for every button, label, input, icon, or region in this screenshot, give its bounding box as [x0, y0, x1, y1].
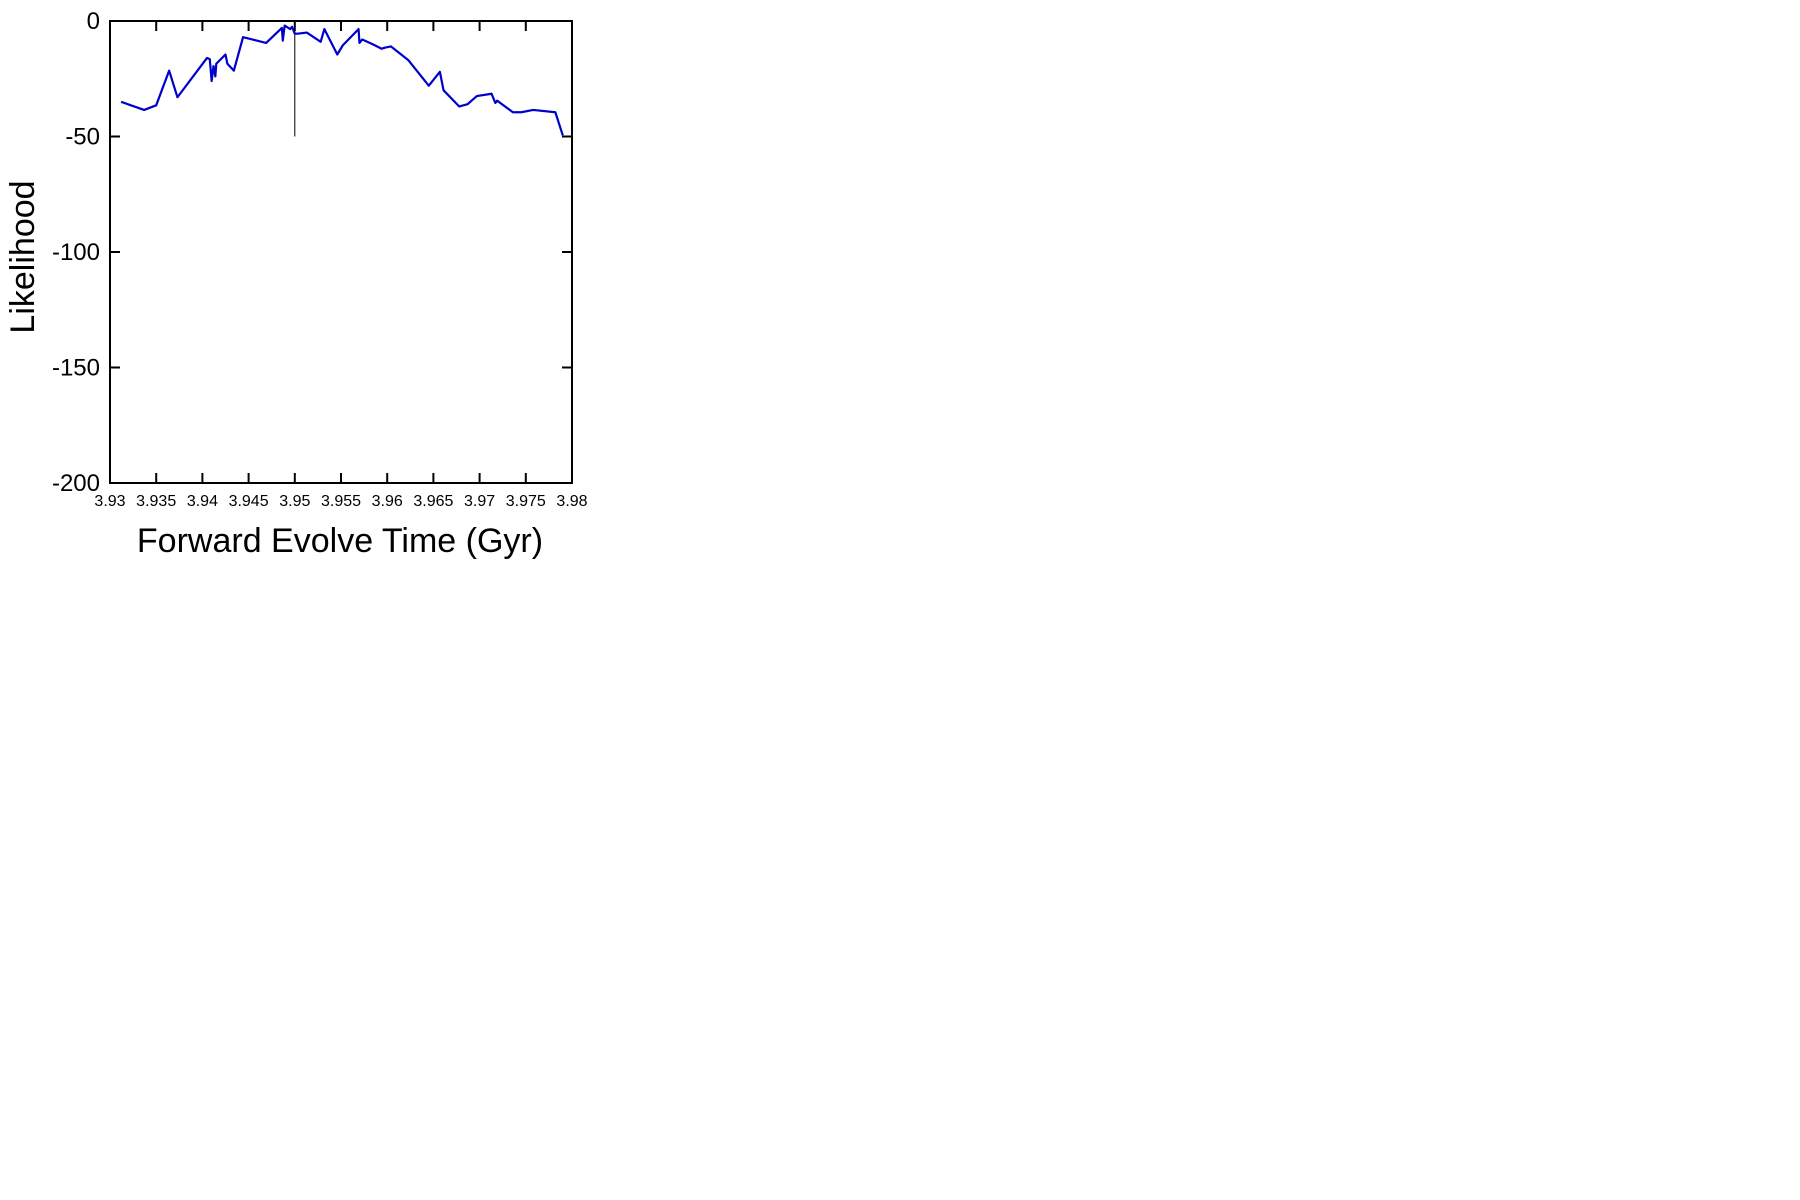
x-tick-label: 3.965: [413, 493, 453, 510]
y-tick-label: 0: [87, 8, 100, 35]
x-tick-label: 3.955: [321, 493, 361, 510]
x-tick-label: 3.94: [187, 493, 218, 510]
plot-frame: [109, 20, 573, 484]
x-tick-label: 3.96: [372, 493, 403, 510]
likelihood-series-line: [120, 24, 564, 136]
plot-area: [109, 20, 573, 484]
x-tick-label: 3.98: [556, 493, 587, 510]
y-tick-label: -150: [52, 355, 100, 382]
y-tick-label: -50: [65, 124, 100, 151]
y-axis-label: Likelihood: [4, 180, 42, 333]
x-tick-label: 3.97: [464, 493, 495, 510]
y-tick-label: -100: [52, 239, 100, 266]
x-tick-label: 3.975: [506, 493, 546, 510]
x-tick-label: 3.935: [136, 493, 176, 510]
x-tick-label: 3.95: [279, 493, 310, 510]
y-tick-label: -200: [52, 470, 100, 497]
x-axis-label: Forward Evolve Time (Gyr): [137, 522, 543, 560]
x-tick-label: 3.93: [94, 493, 125, 510]
axis-ticks: 3.93 3.935 3.94 3.945 3.95 3.955 3.96 3.965 3.97…: [52, 8, 588, 510]
x-tick-label: 3.945: [229, 493, 269, 510]
